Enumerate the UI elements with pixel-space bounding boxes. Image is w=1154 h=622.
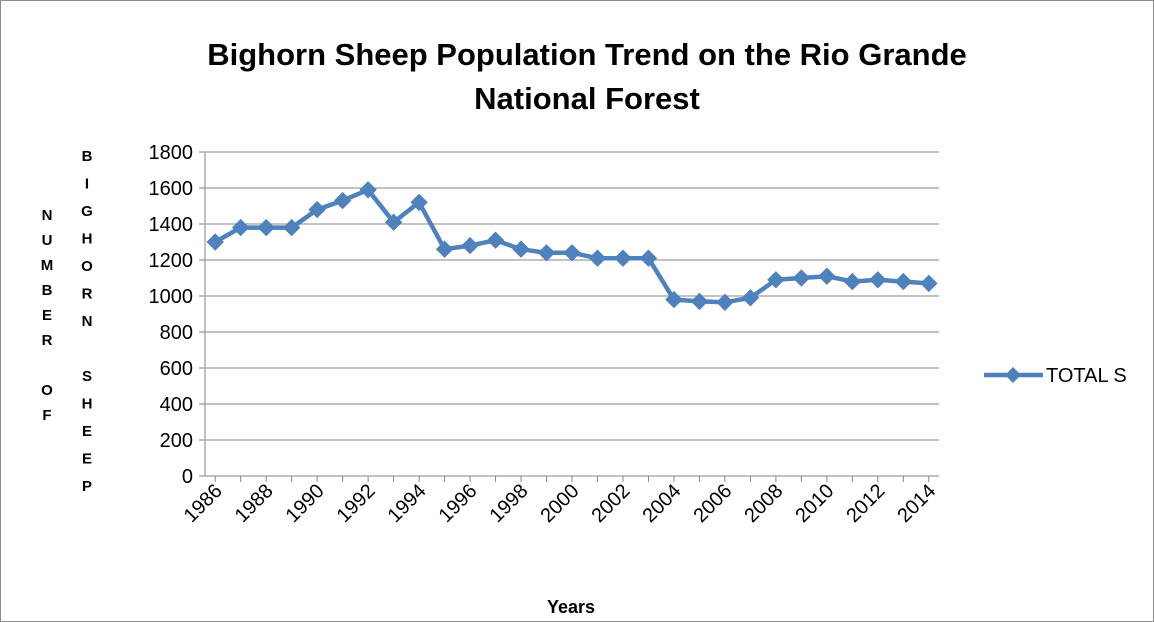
y-axis-title-inner-letter: I <box>85 176 89 193</box>
y-axis-title-inner-letter: G <box>81 203 93 220</box>
y-axis-title-outer-letter: E <box>42 307 52 324</box>
y-axis-title-inner-letter: B <box>82 148 93 165</box>
y-axis-title-inner-letter: E <box>82 451 92 468</box>
x-tick-label: 1990 <box>282 480 329 527</box>
y-tick-label: 600 <box>160 358 193 380</box>
y-tick-label: 200 <box>160 430 193 452</box>
y-axis-title-inner-letter: E <box>82 423 92 440</box>
x-tick-label: 2002 <box>587 480 634 527</box>
y-axis-title-outer-letter: N <box>42 207 53 224</box>
legend-marker <box>1005 367 1021 383</box>
data-point <box>665 290 683 309</box>
chart-title-line-2: National Forest <box>474 81 700 116</box>
y-tick-label: 0 <box>182 466 193 488</box>
data-point <box>461 236 479 255</box>
y-axis-title-inner-letter: H <box>82 231 93 248</box>
data-point <box>308 200 326 219</box>
x-tick-label: 1988 <box>231 480 278 527</box>
chart-title: Bighorn Sheep Population Trend on the Ri… <box>207 37 967 116</box>
y-axis-title-inner-letter: P <box>82 478 92 495</box>
y-tick-label: 1000 <box>149 286 194 308</box>
x-tick-label: 2010 <box>791 480 838 527</box>
data-point <box>869 271 887 289</box>
chart-title-line-1: Bighorn Sheep Population Trend on the Ri… <box>207 37 967 72</box>
data-point <box>410 193 428 212</box>
data-point <box>231 218 250 237</box>
y-tick-labels: 0 200 400 600 800 1000 1200 1400 1600 1800 <box>149 142 194 488</box>
x-tick-label: 1996 <box>435 480 482 527</box>
y-axis-title-outer-letter: F <box>42 407 51 424</box>
data-point <box>639 249 658 267</box>
data-point <box>894 272 913 291</box>
y-axis-title-inner-letter: O <box>81 258 93 275</box>
x-tick-label: 2000 <box>537 480 584 527</box>
y-tick-label: 800 <box>160 322 193 344</box>
y-tick-label: 1200 <box>149 250 194 272</box>
y-axis-title-outer-letter: U <box>42 232 53 249</box>
data-point <box>614 249 632 267</box>
data-point <box>282 218 301 237</box>
y-axis-title-inner-letter: N <box>82 313 93 330</box>
x-tick-label: 1992 <box>333 480 380 527</box>
series-layer <box>206 181 938 312</box>
data-point <box>563 244 581 262</box>
y-axis-title-outer-letter: R <box>42 332 53 349</box>
data-point <box>792 269 811 287</box>
y-axis-title-inner-letter: S <box>82 368 92 385</box>
data-point <box>537 244 556 262</box>
legend: TOTAL S <box>984 365 1127 387</box>
x-axis-title: Years <box>547 597 595 617</box>
y-tick-label: 1400 <box>149 214 194 236</box>
data-point <box>741 289 760 307</box>
data-point <box>818 267 836 285</box>
data-point <box>920 274 938 293</box>
data-point <box>206 233 224 251</box>
data-point <box>333 191 352 210</box>
data-point <box>843 272 862 291</box>
legend-label: TOTAL S <box>1046 365 1127 387</box>
x-tick-label: 2012 <box>842 480 889 527</box>
data-point <box>435 240 454 258</box>
grid-lines <box>199 151 939 477</box>
x-tick-label: 2008 <box>740 480 787 527</box>
y-axis-title-outer-letter: M <box>41 257 54 274</box>
y-tick-label: 1800 <box>149 142 194 164</box>
y-axis-title-inner-letter: H <box>82 396 93 413</box>
x-tick-label: 1994 <box>384 480 431 527</box>
y-axis-title-outer-letter: B <box>42 282 53 299</box>
y-axis-title-outer-letter: O <box>41 382 53 399</box>
data-point <box>486 231 505 249</box>
data-point <box>257 218 275 237</box>
y-axis-title-inner-letter: R <box>82 286 93 303</box>
x-tick-label: 2014 <box>893 480 940 527</box>
data-point <box>512 240 530 258</box>
y-tick-label: 1600 <box>149 178 194 200</box>
data-point <box>359 181 377 199</box>
data-point <box>690 292 709 311</box>
data-point <box>767 271 785 289</box>
x-tick-label: 1998 <box>486 480 533 527</box>
y-tick-label: 400 <box>160 394 193 416</box>
data-point <box>716 293 734 312</box>
x-tick-label: 2004 <box>638 480 685 527</box>
x-tick-labels: 1986 1988 1990 1992 1994 1996 1998 2000 2002 2004… <box>180 480 941 527</box>
data-point <box>588 249 607 267</box>
axes <box>204 152 939 482</box>
data-point <box>384 213 403 231</box>
x-tick-label: 2006 <box>689 480 736 527</box>
